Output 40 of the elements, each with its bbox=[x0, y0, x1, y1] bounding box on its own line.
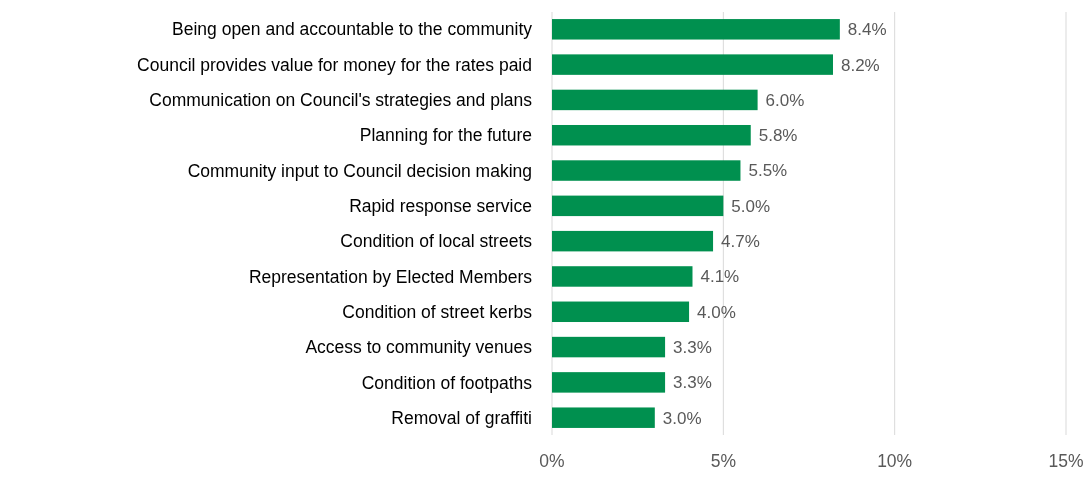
bar bbox=[552, 124, 751, 146]
y-tick-label: Condition of street kerbs bbox=[342, 301, 533, 322]
x-tick-label: 10% bbox=[877, 451, 913, 471]
y-tick-label: Rapid response service bbox=[349, 195, 532, 216]
bar bbox=[552, 160, 741, 181]
data-label: 8.4% bbox=[847, 20, 887, 40]
bar bbox=[552, 195, 724, 217]
y-tick-label: Being open and accountable to the community bbox=[172, 19, 533, 40]
data-label: 4.0% bbox=[697, 302, 736, 322]
y-tick-label: Planning for the future bbox=[359, 125, 532, 146]
y-tick-label: Community input to Council decision making bbox=[187, 160, 532, 181]
y-tick-label: Condition of footpaths bbox=[361, 372, 533, 393]
data-label: 5.5% bbox=[748, 161, 788, 181]
bar bbox=[552, 54, 833, 75]
data-label: 8.2% bbox=[840, 55, 880, 75]
bar bbox=[552, 89, 758, 111]
y-tick-label: Removal of graffiti bbox=[391, 407, 532, 428]
data-label: 5.8% bbox=[758, 126, 798, 146]
y-tick-label: Representation by Elected Members bbox=[248, 266, 533, 287]
bar bbox=[552, 19, 840, 40]
data-label: 4.7% bbox=[721, 232, 760, 252]
data-label: 3.3% bbox=[673, 373, 712, 393]
x-tick-label: 5% bbox=[710, 451, 736, 471]
data-label: 4.1% bbox=[700, 267, 740, 287]
x-tick-label: 0% bbox=[539, 451, 565, 471]
y-tick-label: Access to community venues bbox=[305, 337, 533, 358]
data-label: 6.0% bbox=[765, 90, 805, 110]
data-label: 3.3% bbox=[673, 338, 712, 358]
bar bbox=[552, 407, 655, 428]
y-tick-label: Council provides value for money for the rates paid bbox=[137, 54, 532, 75]
x-tick-label: 15% bbox=[1048, 451, 1084, 471]
bar bbox=[552, 301, 690, 323]
bar bbox=[552, 266, 693, 287]
data-label: 5.0% bbox=[731, 196, 771, 216]
bar bbox=[552, 372, 666, 393]
bar bbox=[552, 336, 666, 358]
y-tick-label: Condition of local streets bbox=[340, 231, 533, 252]
bar bbox=[552, 230, 714, 252]
data-label: 3.0% bbox=[662, 408, 702, 428]
y-tick-label: Communication on Council's strategies and plans bbox=[149, 90, 533, 111]
